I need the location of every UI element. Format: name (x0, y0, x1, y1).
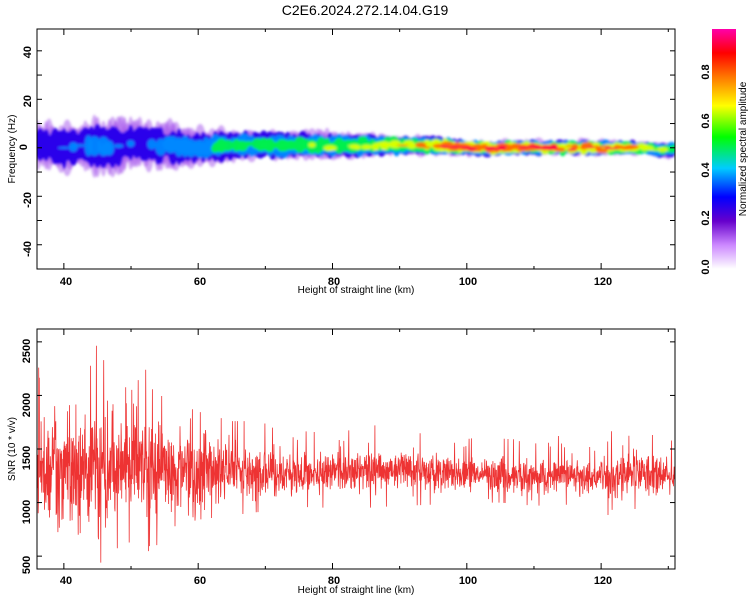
top-ytick-label: -40 (22, 241, 34, 257)
chart-title: C2E6.2024.272.14.04.G19 (282, 2, 449, 18)
spectrogram-cell (57, 146, 71, 149)
spectrogram-cell (220, 140, 234, 151)
colorbar-label: Normalized spectral amplitude (738, 81, 749, 216)
spectrogram-cell (308, 142, 316, 148)
bottom-xtick-label: 80 (328, 575, 340, 587)
top-xtick-label: 100 (459, 276, 477, 288)
top-ytick-label: 20 (22, 95, 34, 107)
top-x-axis-label: Height of straight line (km) (298, 285, 415, 296)
spectrogram-cell (353, 145, 361, 150)
spectrogram-cell (422, 146, 431, 149)
spectrogram-cell (549, 143, 558, 150)
colorbar-tick-label: 0.6 (700, 113, 712, 128)
top-ytick-label: -20 (22, 192, 34, 208)
spectrogram-cell (72, 144, 87, 147)
spectrogram-cell (126, 140, 135, 148)
spectrogram-cell (604, 147, 618, 150)
spectrogram-cell (599, 145, 612, 148)
spectrogram-cell (492, 147, 506, 151)
spectrogram-cell (657, 147, 669, 152)
spectrogram-cell (565, 145, 573, 147)
spectrogram-heatmap (37, 114, 675, 178)
top-y-axis-label: Frequency (Hz) (7, 115, 18, 184)
spectrogram-cell (647, 149, 660, 151)
colorbar: 0.0 0.2 0.4 0.6 0.8 Normalized spectral … (700, 29, 749, 275)
snr-panel: 2500 2000 1500 1000 500 40 60 80 100 120… (7, 328, 676, 596)
bottom-ytick-label: 2000 (21, 393, 33, 417)
bottom-ytick-label: 1000 (21, 500, 33, 524)
spectrogram-cell (566, 148, 577, 152)
bottom-xtick-label: 60 (194, 575, 206, 587)
snr-series-line (37, 345, 675, 563)
spectrogram-panel: 40 20 0 -20 -40 40 60 80 100 120 Height … (7, 28, 676, 296)
bottom-ytick-label: 2500 (21, 339, 33, 363)
snr-ticks (37, 329, 675, 569)
spectrogram-cell (104, 140, 115, 156)
spectrogram-cell (113, 144, 124, 148)
top-xtick-label: 80 (328, 276, 340, 288)
spectrogram-cell (585, 146, 595, 149)
bottom-y-axis-label: SNR (10 * v/v) (7, 417, 18, 481)
spectrogram-cell (518, 146, 530, 149)
spectrogram-cell (439, 145, 451, 149)
spectrogram-frame (36, 28, 676, 270)
top-ytick-label: 0 (18, 144, 30, 150)
spectrogram-cell (407, 142, 417, 149)
spectrogram-cell (415, 142, 427, 148)
colorbar-tick-label: 0.4 (700, 161, 712, 177)
bottom-x-axis-label: Height of straight line (km) (298, 585, 415, 596)
spectrogram-cell (596, 148, 608, 154)
spectrogram-cell (244, 140, 253, 147)
top-xtick-label: 60 (194, 276, 206, 288)
spectrogram-cell (641, 145, 654, 151)
spectrogram-cell (626, 144, 639, 149)
bottom-xtick-label: 40 (60, 575, 72, 587)
spectrogram-cell (360, 144, 372, 150)
spectrogram-cell (323, 145, 337, 152)
colorbar-gradient (712, 29, 736, 269)
bottom-ytick-label: 1500 (21, 446, 33, 470)
spectrogram-cell (396, 144, 409, 147)
top-ytick-label: 40 (22, 46, 34, 58)
colorbar-tick-label: 0.0 (700, 259, 712, 274)
bottom-xtick-label: 120 (594, 575, 612, 587)
spectrogram-cell (485, 146, 496, 151)
spectrogram-cell (467, 147, 478, 152)
bottom-ytick-label: 500 (21, 556, 33, 574)
top-xtick-label: 120 (594, 276, 612, 288)
colorbar-tick-label: 0.2 (700, 210, 712, 225)
colorbar-tick-label: 0.8 (700, 64, 712, 79)
spectrogram-cell (68, 142, 78, 152)
spectrogram-cell (87, 136, 101, 156)
spectrogram-ticks (37, 29, 675, 269)
top-xtick-label: 40 (60, 276, 72, 288)
spectrogram-cell (497, 145, 507, 149)
spectrogram-cell (450, 145, 464, 148)
spectrogram-cell (147, 139, 157, 150)
bottom-xtick-label: 100 (459, 575, 477, 587)
